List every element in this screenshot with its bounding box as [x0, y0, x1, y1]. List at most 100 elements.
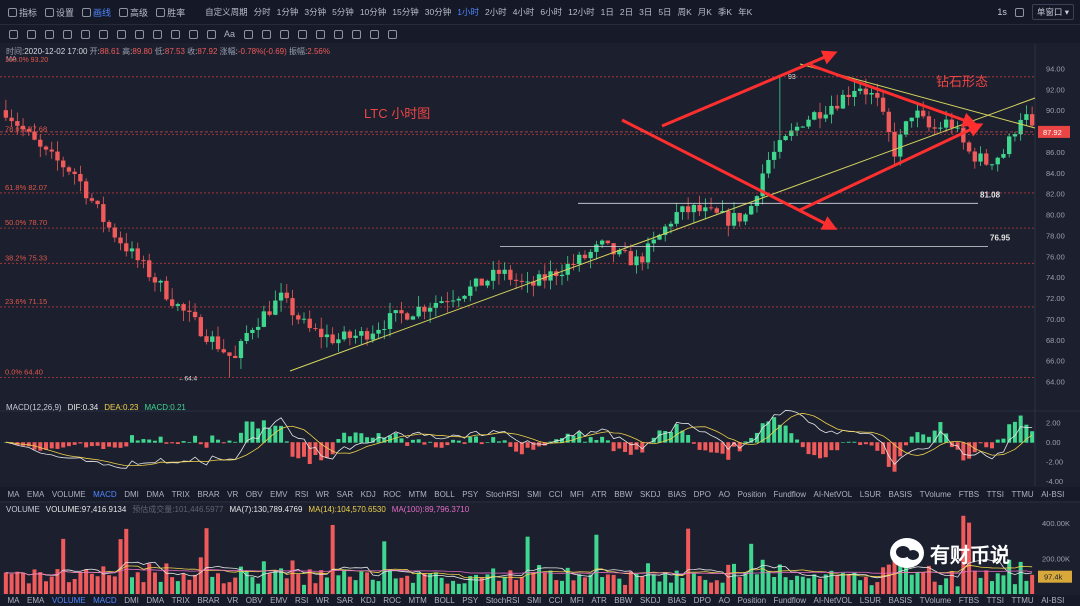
- interval-tab[interactable]: 12小时: [568, 7, 595, 17]
- indicator-tab-wr[interactable]: WR: [315, 489, 330, 499]
- indicator-tab-fundflow[interactable]: Fundflow: [773, 596, 806, 605]
- indicator-tab-cci[interactable]: CCI: [548, 489, 563, 499]
- interval-tab[interactable]: 1小时: [457, 7, 479, 17]
- wave-icon[interactable]: [171, 29, 180, 39]
- indicator-tab-ai-bsi[interactable]: AI-BSI: [1041, 489, 1065, 499]
- arrow-icon[interactable]: [81, 29, 90, 39]
- indicator-tab-ai-bsi[interactable]: AI-BSI: [1041, 596, 1065, 605]
- lock-icon[interactable]: [280, 29, 290, 39]
- indicator-tab-brar[interactable]: BRAR: [197, 596, 220, 605]
- interval-tab[interactable]: 10分钟: [359, 7, 387, 17]
- indicator-tab-tvolume[interactable]: TVolume: [919, 489, 952, 499]
- indicator-tab-macd[interactable]: MACD: [93, 596, 117, 605]
- indicator-tab-stochrsi[interactable]: StochRSI: [485, 596, 520, 605]
- ray-icon[interactable]: [45, 29, 54, 39]
- link-icon[interactable]: [334, 29, 344, 39]
- indicator-tab-dpo[interactable]: DPO: [693, 489, 711, 499]
- indicator-tab-ftbs[interactable]: FTBS: [958, 596, 980, 605]
- indicator-tab-kdj[interactable]: KDJ: [360, 596, 376, 605]
- indicator-tab-ao[interactable]: AO: [718, 596, 731, 605]
- indicator-tab-psy[interactable]: PSY: [462, 596, 479, 605]
- indicator-tab-bias[interactable]: BIAS: [667, 489, 687, 499]
- interval-tab[interactable]: 4小时: [512, 7, 535, 17]
- indicator-tab-brar[interactable]: BRAR: [197, 489, 220, 499]
- indicator-tab-dpo[interactable]: DPO: [693, 596, 711, 605]
- indicator-tab-fundflow[interactable]: Fundflow: [773, 489, 806, 499]
- brush-icon[interactable]: [207, 29, 216, 39]
- menu-advanced[interactable]: 高级: [119, 6, 148, 19]
- indicator-tab-tvolume[interactable]: TVolume: [919, 596, 952, 605]
- indicator-tab-skdj[interactable]: SKDJ: [639, 489, 661, 499]
- indicator-tab-stochrsi[interactable]: StochRSI: [485, 489, 520, 499]
- indicator-tab-trix[interactable]: TRIX: [171, 596, 190, 605]
- indicator-tab-emv[interactable]: EMV: [270, 596, 288, 605]
- indicator-tab-obv[interactable]: OBV: [245, 596, 263, 605]
- indicator-tab-trix[interactable]: TRIX: [171, 489, 190, 499]
- menu-winrate[interactable]: 胜率: [156, 6, 185, 19]
- indicator-tab-macd[interactable]: MACD: [93, 489, 117, 499]
- interval-tab[interactable]: 分时: [253, 7, 271, 17]
- cursor-icon[interactable]: [9, 29, 18, 39]
- magnet-icon[interactable]: [262, 29, 272, 39]
- indicator-tab-vr[interactable]: VR: [227, 596, 239, 605]
- measure-icon[interactable]: [244, 29, 254, 39]
- indicator-tab-basis[interactable]: BASIS: [888, 489, 913, 499]
- interval-tab[interactable]: 月K: [697, 7, 712, 17]
- indicator-tab-volume[interactable]: VOLUME: [51, 596, 86, 605]
- indicator-tab-atr[interactable]: ATR: [591, 489, 607, 499]
- indicator-tab-boll[interactable]: BOLL: [434, 489, 455, 499]
- indicator-tab-bbw[interactable]: BBW: [614, 489, 633, 499]
- menu-draw-line[interactable]: 画线: [82, 6, 111, 19]
- indicator-tab-emv[interactable]: EMV: [270, 489, 288, 499]
- indicator-tab-ai-netvol[interactable]: AI-NetVOL: [813, 596, 853, 605]
- indicator-tab-psy[interactable]: PSY: [462, 489, 479, 499]
- indicator-tab-roc[interactable]: ROC: [383, 596, 402, 605]
- indicator-tab-obv[interactable]: OBV: [245, 489, 263, 499]
- indicator-tab-ai-netvol[interactable]: AI-NetVOL: [813, 489, 853, 499]
- text-tool[interactable]: Aa: [224, 29, 236, 39]
- menu-gear[interactable]: 设置: [45, 6, 74, 19]
- delete-icon[interactable]: [316, 29, 326, 39]
- interval-tab[interactable]: 6小时: [540, 7, 563, 17]
- interval-tab[interactable]: 5日: [658, 7, 672, 17]
- indicator-tab-lsur[interactable]: LSUR: [859, 489, 882, 499]
- indicator-tab-mtm[interactable]: MTM: [408, 596, 427, 605]
- indicator-tab-bbw[interactable]: BBW: [614, 596, 633, 605]
- indicator-tab-boll[interactable]: BOLL: [434, 596, 455, 605]
- indicator-tab-bias[interactable]: BIAS: [667, 596, 687, 605]
- indicator-tab-rsi[interactable]: RSI: [295, 489, 309, 499]
- indicator-tab-smi[interactable]: SMI: [527, 489, 542, 499]
- indicator-tab-ema[interactable]: EMA: [27, 596, 45, 605]
- indicator-tab-roc[interactable]: ROC: [383, 489, 402, 499]
- indicator-tab-dma[interactable]: DMA: [146, 596, 165, 605]
- indicator-tab-ttsi[interactable]: TTSI: [986, 596, 1004, 605]
- ellipse-icon[interactable]: [117, 29, 126, 39]
- rect-icon[interactable]: [99, 29, 108, 39]
- interval-tab[interactable]: 年K: [738, 7, 753, 17]
- indicator-tab-dmi[interactable]: DMI: [124, 489, 139, 499]
- interval-tab[interactable]: 2小时: [484, 7, 507, 17]
- interval-tab[interactable]: 1日: [600, 7, 614, 17]
- indicator-tab-skdj[interactable]: SKDJ: [639, 596, 661, 605]
- indicator-tab-ttmu[interactable]: TTMU: [1011, 596, 1034, 605]
- indicator-tab-smi[interactable]: SMI: [527, 596, 542, 605]
- indicator-tab-dmi[interactable]: DMI: [124, 596, 139, 605]
- line-icon[interactable]: [27, 29, 36, 39]
- interval-tab[interactable]: 2日: [619, 7, 634, 17]
- eye-icon[interactable]: [298, 29, 308, 39]
- pitchfork-icon[interactable]: [153, 29, 162, 39]
- refresh-rate[interactable]: 1s: [997, 7, 1007, 17]
- indicator-tab-kdj[interactable]: KDJ: [360, 489, 376, 499]
- indicator-tab-sar[interactable]: SAR: [336, 489, 354, 499]
- layout-icon[interactable]: [1014, 7, 1024, 17]
- interval-tab[interactable]: 1分钟: [276, 7, 299, 17]
- path-icon[interactable]: [135, 29, 144, 39]
- interval-tab[interactable]: 季K: [717, 7, 733, 17]
- copy-icon[interactable]: [352, 29, 362, 39]
- indicator-tab-ftbs[interactable]: FTBS: [958, 489, 980, 499]
- indicator-tab-volume[interactable]: VOLUME: [51, 489, 86, 499]
- indicator-tab-ma[interactable]: MA: [7, 489, 20, 499]
- indicator-tab-atr[interactable]: ATR: [591, 596, 607, 605]
- indicator-tab-ema[interactable]: EMA: [27, 489, 45, 499]
- window-select[interactable]: 单窗口 ▾: [1031, 4, 1074, 20]
